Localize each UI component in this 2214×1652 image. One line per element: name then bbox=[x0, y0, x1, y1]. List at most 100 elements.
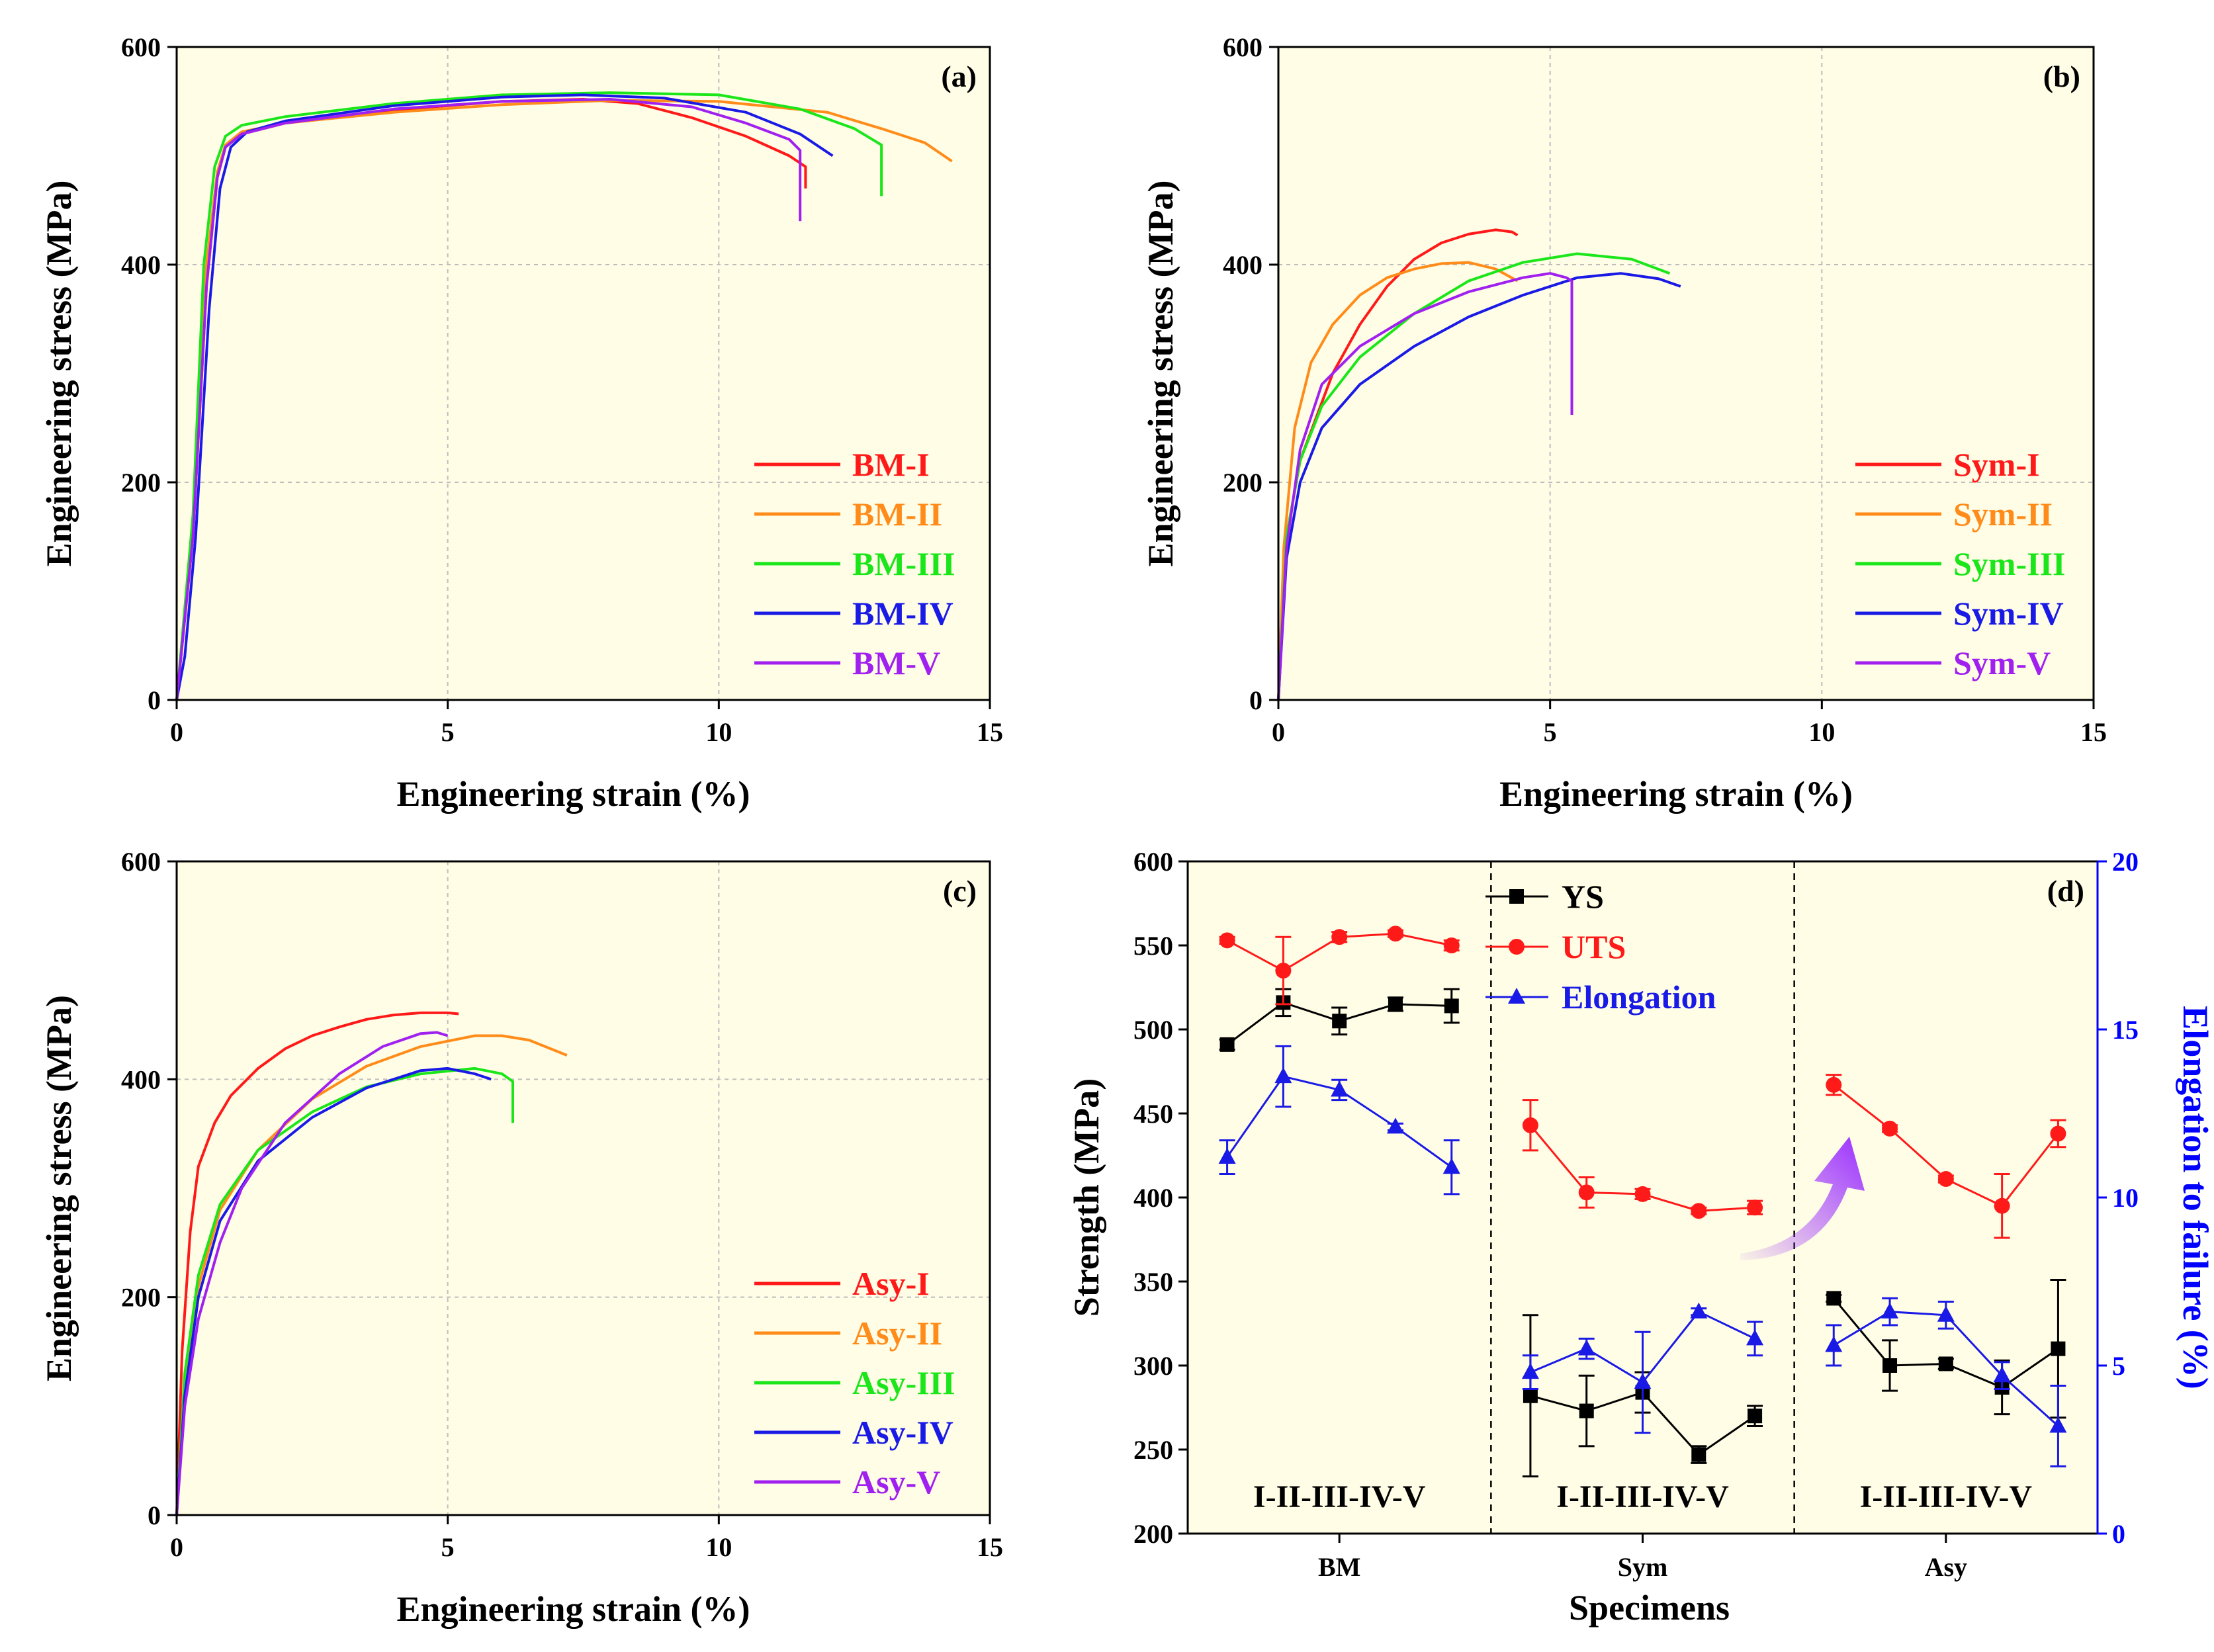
marker-ys bbox=[1691, 1447, 1706, 1462]
x-tick-label: 10 bbox=[705, 717, 732, 747]
x-tick-label: Sym bbox=[1618, 1552, 1668, 1582]
marker-uts bbox=[1522, 1117, 1538, 1133]
y-tick-label: 600 bbox=[1133, 847, 1173, 877]
legend-marker bbox=[1509, 939, 1525, 955]
marker-ys bbox=[1882, 1358, 1898, 1373]
panel-c: 0 5 10 15 0 200 400 600 Engineering strain (%) En… bbox=[39, 847, 1003, 1629]
marker-uts bbox=[1578, 1184, 1595, 1201]
legend-label-asy-i: Asy-I bbox=[852, 1265, 930, 1302]
x-tick-label: 15 bbox=[977, 1532, 1003, 1562]
marker-elongation bbox=[1881, 1302, 1899, 1319]
y-tick-label: 200 bbox=[1133, 1519, 1173, 1549]
marker-ys bbox=[1388, 996, 1403, 1012]
marker-elongation bbox=[1634, 1373, 1652, 1389]
legend-label-sym-v: Sym-V bbox=[1953, 644, 2051, 681]
y-tick-label: 300 bbox=[1133, 1351, 1173, 1381]
x-tick-label: 15 bbox=[2080, 717, 2107, 747]
y2-tick-label: 15 bbox=[2112, 1015, 2139, 1045]
y-tick-label: 250 bbox=[1133, 1435, 1173, 1465]
marker-uts bbox=[1691, 1203, 1707, 1219]
marker-uts bbox=[1882, 1120, 1898, 1137]
y2-tick-label: 20 bbox=[2112, 847, 2139, 877]
y-tick-label: 350 bbox=[1133, 1267, 1173, 1297]
marker-ys bbox=[1332, 1014, 1347, 1029]
x-tick-label: 0 bbox=[170, 717, 183, 747]
legend-label-asy-ii: Asy-II bbox=[852, 1315, 942, 1352]
y-tick-label: 600 bbox=[1223, 32, 1262, 62]
marker-uts bbox=[1443, 937, 1460, 953]
y-tick-label: 400 bbox=[1133, 1183, 1173, 1213]
plot-background bbox=[177, 47, 990, 700]
legend-label-asy-v: Asy-V bbox=[852, 1463, 940, 1500]
series-line-asy-i bbox=[175, 1011, 459, 1516]
marker-elongation bbox=[1442, 1158, 1460, 1174]
series-line-bm-iv bbox=[175, 93, 834, 701]
legend-label-asy-iv: Asy-IV bbox=[852, 1414, 953, 1451]
x-axis-label: Engineering strain (%) bbox=[397, 774, 750, 814]
marker-elongation bbox=[1218, 1148, 1236, 1164]
legend-label-uts: UTS bbox=[1562, 928, 1626, 965]
y-axis-label: Strength (MPa) bbox=[1067, 1078, 1106, 1317]
marker-uts bbox=[1634, 1186, 1651, 1202]
marker-uts bbox=[1219, 932, 1235, 949]
marker-ys bbox=[2051, 1341, 2066, 1356]
series-line-sym-v bbox=[1277, 272, 1573, 701]
series-line-sym-iv bbox=[1277, 272, 1681, 701]
x-axis-label: Engineering strain (%) bbox=[397, 1589, 750, 1629]
marker-uts bbox=[2050, 1125, 2066, 1142]
y-tick-label: 0 bbox=[1249, 685, 1262, 715]
series-line-bm-ii bbox=[175, 99, 953, 701]
legend-label-bm-ii: BM-II bbox=[852, 496, 942, 533]
axes-frame bbox=[175, 860, 991, 1516]
y-tick-label: 0 bbox=[148, 1500, 161, 1530]
series-line-bm-iii bbox=[175, 91, 883, 701]
series-line-asy-iv bbox=[175, 1066, 492, 1516]
series-line-asy-iii bbox=[175, 1066, 514, 1516]
series-line-bm-v bbox=[175, 98, 802, 701]
group-sublabel: I-II-III-IV-V bbox=[1860, 1479, 2033, 1514]
marker-uts bbox=[1275, 963, 1292, 979]
legend-label-asy-iii: Asy-III bbox=[852, 1364, 955, 1401]
marker-elongation bbox=[1746, 1329, 1764, 1346]
panel-b: 0 5 10 15 0 200 400 600 Engineering strain (%) En… bbox=[1141, 32, 2107, 814]
y-tick-label: 600 bbox=[121, 32, 161, 62]
y-tick-label: 0 bbox=[148, 685, 161, 715]
x-tick-label: 5 bbox=[441, 717, 455, 747]
x-tick-label: BM bbox=[1318, 1552, 1360, 1582]
y-tick-label: 450 bbox=[1133, 1099, 1173, 1129]
marker-elongation bbox=[1331, 1080, 1349, 1097]
y-axis-label: Engineering stress (MPa) bbox=[1141, 181, 1180, 567]
plot-background bbox=[1278, 47, 2094, 700]
x-tick-label: 10 bbox=[1808, 717, 1835, 747]
panel-d: 200 250 300 350 400 450 500 550 600 0 5 10 15 20 BM I-I… bbox=[1067, 847, 2214, 1628]
marker-uts bbox=[1331, 929, 1348, 945]
y-tick-label: 400 bbox=[121, 250, 161, 280]
marker-uts bbox=[1387, 926, 1403, 942]
legend-label-sym-ii: Sym-II bbox=[1953, 496, 2053, 533]
y-axis-label: Engineering stress (MPa) bbox=[39, 995, 79, 1381]
legend-marker bbox=[1508, 988, 1525, 1004]
x-tick-label: 15 bbox=[977, 717, 1003, 747]
marker-elongation bbox=[1690, 1302, 1708, 1319]
x-tick-label: Asy bbox=[1925, 1552, 1967, 1582]
marker-elongation bbox=[1937, 1305, 1955, 1322]
series-line-sym-ii bbox=[1277, 261, 1519, 701]
y-tick-label: 500 bbox=[1133, 1015, 1173, 1045]
marker-elongation bbox=[2049, 1416, 2067, 1433]
marker-ys bbox=[1579, 1403, 1594, 1418]
y-tick-label: 400 bbox=[1223, 250, 1262, 280]
marker-ys bbox=[1219, 1037, 1235, 1052]
legend-label-bm-iv: BM-IV bbox=[852, 595, 953, 632]
y-tick-label: 200 bbox=[121, 1283, 161, 1313]
y2-axis-label: Elongation to failure (%) bbox=[2176, 1006, 2214, 1389]
marker-ys bbox=[1444, 998, 1459, 1014]
y2-tick-label: 10 bbox=[2112, 1183, 2139, 1213]
legend-label-bm-v: BM-V bbox=[852, 644, 940, 681]
marker-elongation bbox=[1577, 1339, 1595, 1356]
panel-label: (a) bbox=[941, 60, 977, 93]
trend-arrow-icon bbox=[1740, 1137, 1865, 1260]
marker-ys bbox=[1748, 1409, 1763, 1424]
panel-label: (c) bbox=[943, 874, 977, 908]
marker-uts bbox=[1747, 1199, 1763, 1216]
